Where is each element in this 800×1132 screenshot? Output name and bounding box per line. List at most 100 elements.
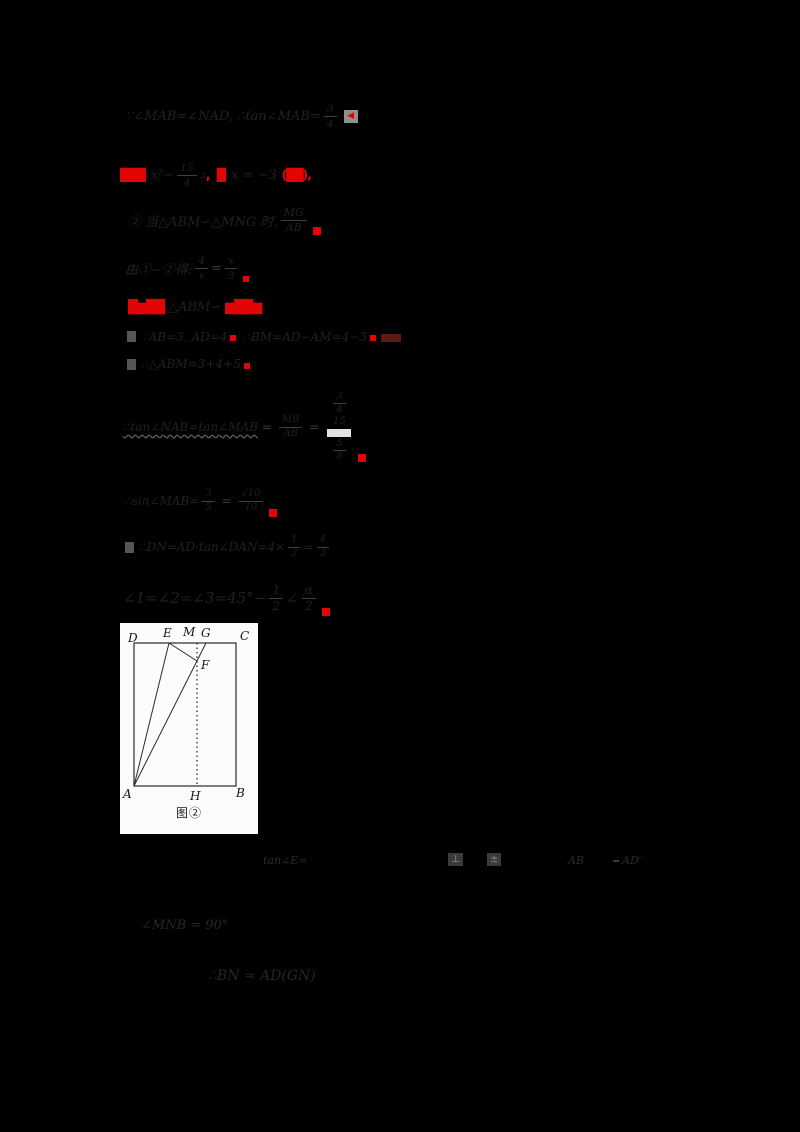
boxed-char: ± [487, 853, 502, 866]
math-text-underlined: ∴tan∠NAB=tan∠MAB [123, 420, 258, 434]
math-text: ∠ [286, 589, 299, 607]
faint-fragment-1: tan∠E≈ [263, 854, 308, 867]
point-label-G: G [201, 626, 211, 640]
fraction: α 2 [301, 583, 316, 613]
equals-sign: = [261, 420, 273, 434]
equals-sign: = [211, 260, 222, 276]
math-text: ∴BM=AD−AM=4−3 [243, 329, 367, 344]
segment-AE [133, 642, 170, 787]
complex-fraction: 3 4 15 5 8 [327, 391, 352, 463]
math-line-9: ∴sin∠MAB= 3 5 = √10 10 [124, 483, 278, 519]
rectangle-ABCD [133, 642, 237, 787]
gray-mark [127, 331, 136, 342]
fraction: 3 4 [333, 391, 346, 416]
point-label-D: D [128, 631, 138, 645]
highlight-box [327, 428, 352, 437]
math-line-15: ∴BN ≈ AD(GN) [208, 966, 316, 986]
math-text: x = −3 [230, 167, 277, 183]
fraction: 3 5 [202, 488, 215, 513]
math-line-7: ∴△ABM=3+4+5 [127, 356, 253, 372]
math-text: AB [568, 854, 585, 867]
point-label-C: C [240, 629, 250, 643]
red-period [243, 363, 250, 369]
fraction: x 3 [224, 255, 237, 281]
point-label-H: H [190, 789, 201, 803]
math-line-14: ∠MNB = 90° [141, 917, 228, 934]
math-text: 15 [333, 415, 346, 427]
red-period [369, 335, 376, 341]
math-block-8: ∴tan∠NAB=tan∠MAB = MB AB = 3 4 15 5 8 [123, 388, 367, 466]
red-period [269, 509, 278, 517]
segment-EF [168, 642, 198, 662]
math-text: ∵∠MAB=∠NAD, ∴tan∠MAB= [125, 108, 321, 124]
figure-drawing [133, 642, 237, 787]
fraction: 4 x [195, 255, 209, 281]
red-comma [242, 276, 249, 282]
fraction: 1 3 [288, 534, 301, 559]
math-line-6: ∵AB=3, AD=4 ∴BM=AD−AM=4−3 [127, 329, 401, 344]
faint-fragment-2: ⊥ [448, 853, 464, 866]
faint-fragment-5: AD′ [613, 854, 641, 867]
math-text: ∴sin∠MAB= [124, 494, 200, 508]
fraction: 3 4 [323, 103, 337, 129]
red-period [358, 454, 367, 462]
math-text: △ABM∽ [168, 300, 222, 315]
dark-red-smear [380, 334, 401, 342]
math-text: ② 当△ABM∽△MNG 时, [128, 214, 278, 230]
gray-mark [125, 541, 134, 553]
red-triangle-icon: ◀ [347, 110, 355, 121]
math-text: ∠MNB = 90° [141, 918, 229, 933]
fraction: √10 10 [238, 488, 264, 513]
gray-mark [613, 859, 619, 862]
math-line-1: ∵∠MAB=∠NAD, ∴tan∠MAB= 3 4 ◀ [125, 103, 358, 129]
math-line-3: ② 当△ABM∽△MNG 时, MG AB [128, 203, 321, 237]
gray-mark [127, 358, 136, 370]
red-text: █▆██ [128, 300, 165, 315]
red-comma: , [205, 167, 211, 183]
red-period [321, 608, 330, 616]
red-text-reject: (██) [281, 168, 308, 182]
point-label-M: M [183, 625, 196, 639]
equals-sign: = [309, 420, 320, 434]
boxed-char: ⊥ [448, 853, 464, 866]
segment-AG [133, 642, 207, 787]
fraction: 5 8 [333, 438, 346, 463]
math-text: ∵AB=3, AD=4 [141, 329, 228, 344]
math-text: tan∠E≈ [263, 854, 308, 867]
math-line-2: ███ x²− 15 4 2 , █ x = −3 (██) , [120, 150, 312, 200]
revision-mark: ◀ [343, 109, 358, 123]
math-text: 由①−②得: [125, 262, 193, 278]
fraction: 4 3 [316, 534, 329, 559]
math-line-10: ∴DN=AD·tan∠DAN=4× 1 3 = 4 3 [125, 533, 332, 561]
figure-caption: 图② [175, 806, 202, 820]
red-period [312, 227, 321, 235]
faint-fragment-4: AB [568, 854, 584, 867]
math-line-4: 由①−②得: 4 x = x 3 [125, 251, 252, 285]
point-label-E: E [163, 626, 172, 640]
red-period [230, 335, 237, 341]
faint-fragment-3: ± [487, 853, 502, 866]
red-text: ▆██▆ [225, 300, 262, 315]
math-line-11: ∠1=∠2=∠3=45°− 1 2 ∠ α 2 [123, 578, 330, 618]
math-line-5: █▆██ △ABM∽ ▆██▆ [128, 299, 262, 316]
superscript: 2 [200, 170, 206, 180]
geometry-figure: D E M G C F A H B 图② [120, 623, 258, 834]
fraction: 15 4 [177, 162, 197, 188]
math-text: ∠1=∠2=∠3=45°− [123, 589, 267, 607]
point-label-A: A [123, 787, 132, 801]
math-text: x²− [150, 167, 175, 183]
math-text: ∴BN ≈ AD(GN) [208, 968, 316, 984]
fraction: MG AB [280, 207, 307, 233]
red-comma: , [307, 167, 313, 183]
equals-sign: = [221, 494, 232, 508]
point-label-F: F [201, 658, 210, 672]
point-label-B: B [236, 786, 245, 800]
math-text: = [303, 540, 314, 554]
fraction: MB AB [279, 414, 303, 439]
math-text: AD′ [622, 854, 642, 867]
math-text: ∴△ABM=3+4+5 [141, 357, 241, 371]
fraction: 1 2 [269, 583, 284, 613]
red-text: █ [216, 168, 226, 182]
math-text: ∴DN=AD·tan∠DAN=4× [139, 540, 286, 554]
